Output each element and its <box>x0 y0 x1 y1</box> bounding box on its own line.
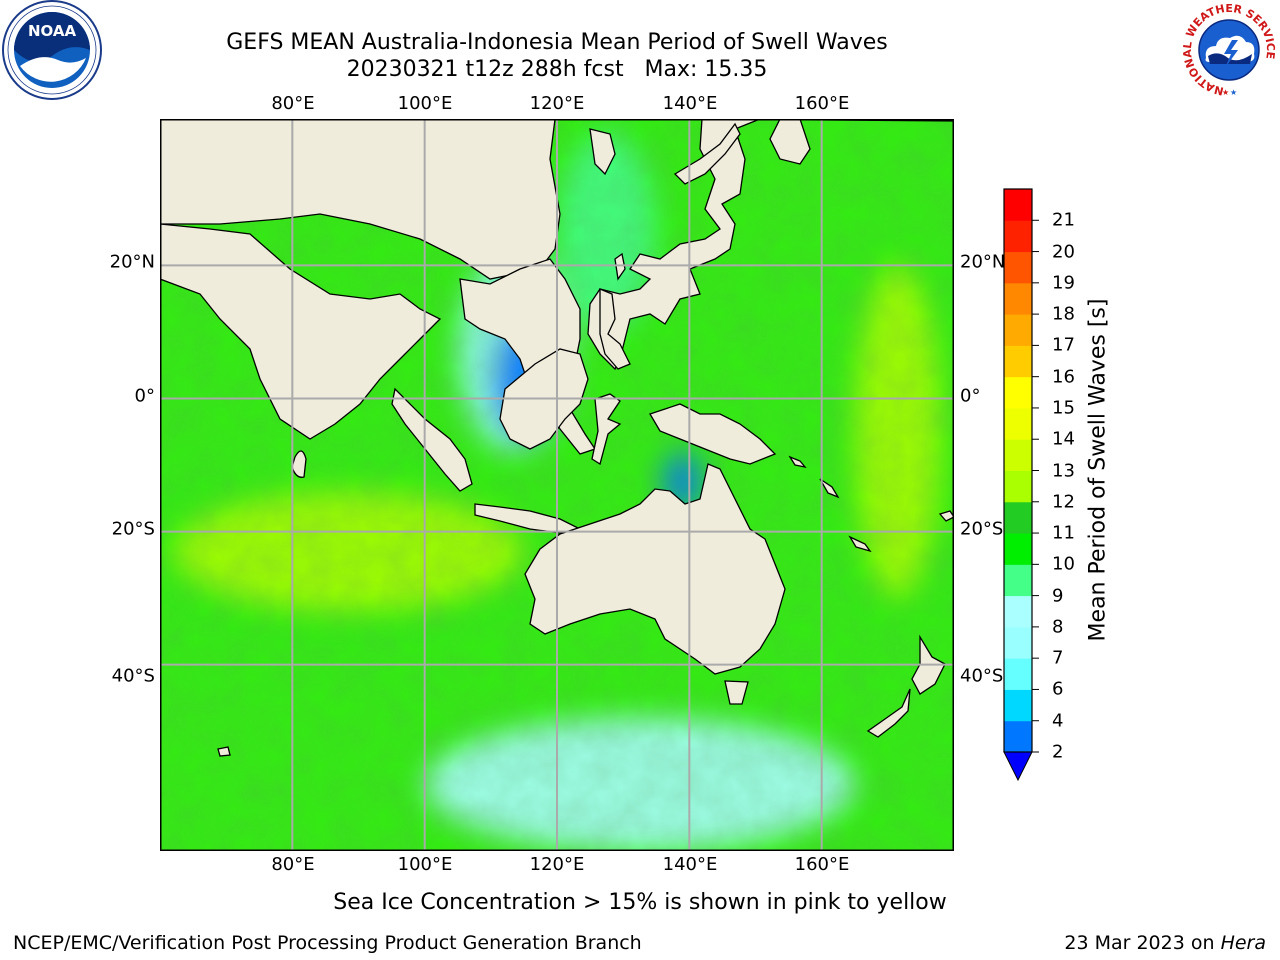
chart-title: GEFS MEAN Australia-Indonesia Mean Perio… <box>226 30 888 55</box>
colorbar-label: 14 <box>1052 428 1075 450</box>
colorbar-block <box>1004 626 1032 659</box>
lon-tick-bottom: 100°E <box>397 854 453 875</box>
colorbar-block <box>1004 658 1032 690</box>
colorbar-label: 7 <box>1052 647 1064 669</box>
graticule <box>160 119 954 851</box>
colorbar-block <box>1004 720 1032 753</box>
colorbar-label: 13 <box>1052 460 1075 481</box>
credit-host: Hera <box>1220 932 1266 954</box>
lon-tick-top: 80°E <box>271 93 315 114</box>
lon-tick-bottom: 80°E <box>271 854 315 875</box>
colorbar-label: 2 <box>1052 741 1064 763</box>
credit-right: 23 Mar 2023 on Hera <box>1064 932 1266 954</box>
lat-tick-left: 20°S <box>111 518 155 540</box>
lat-tick-left: 20°N <box>109 251 155 273</box>
colorbar-label: 20 <box>1052 241 1075 263</box>
noaa-seal-icon: NOAA <box>2 0 102 100</box>
colorbar-label: 21 <box>1052 209 1075 231</box>
lon-tick-bottom: 160°E <box>794 854 850 875</box>
lat-tick-left: 40°S <box>111 665 155 687</box>
colorbar-block <box>1004 282 1032 315</box>
colorbar-block <box>1004 407 1032 440</box>
lon-tick-top: 100°E <box>397 93 453 114</box>
colorbar-label: 19 <box>1052 272 1075 294</box>
colorbar-block <box>1004 376 1032 409</box>
lon-tick-top: 140°E <box>662 93 718 114</box>
colorbar-block <box>1004 220 1032 253</box>
land-masses <box>160 119 954 757</box>
colorbar-block <box>1004 439 1032 471</box>
credit-left: NCEP/EMC/Verification Post Processing Pr… <box>13 932 642 954</box>
colorbar-label: 18 <box>1052 303 1075 325</box>
colorbar-label: 4 <box>1052 710 1064 732</box>
svg-text:★: ★ <box>1230 88 1237 97</box>
lat-tick-right: 20°S <box>960 518 1004 540</box>
colorbar-block <box>1004 689 1032 722</box>
lon-tick-bottom: 140°E <box>662 854 718 875</box>
colorbar-title: Mean Period of Swell Waves [s] <box>1085 298 1111 642</box>
lat-tick-right: 20°N <box>960 251 1006 273</box>
lat-tick-left: 0° <box>134 385 155 407</box>
swell-period-map <box>160 119 954 851</box>
lat-tick-right: 40°S <box>960 665 1004 687</box>
colorbar-label: 17 <box>1052 334 1075 356</box>
colorbar-label: 11 <box>1052 522 1075 544</box>
colorbar-underflow-triangle <box>1003 751 1033 782</box>
colorbar-label: 15 <box>1052 397 1075 419</box>
colorbar-block <box>1004 533 1032 565</box>
colorbar-label: 6 <box>1052 678 1064 700</box>
colorbar-block <box>1004 595 1032 628</box>
colorbar-block <box>1004 345 1032 378</box>
colorbar-block <box>1004 251 1032 284</box>
nws-seal-icon: NATIONAL WEATHER SERVICE ★ ★ <box>1181 2 1277 98</box>
lon-tick-top: 120°E <box>529 93 585 114</box>
colorbar-label: 12 <box>1052 491 1075 513</box>
chart-subtitle: 20230321 t12z 288h fcst Max: 15.35 <box>346 57 768 82</box>
colorbar <box>1003 188 1039 782</box>
colorbar-label: 10 <box>1052 553 1075 575</box>
colorbar-block <box>1004 564 1032 597</box>
colorbar-label: 9 <box>1052 585 1064 607</box>
sea-ice-note: Sea Ice Concentration > 15% is shown in … <box>333 890 947 915</box>
colorbar-label: 8 <box>1052 616 1064 638</box>
colorbar-block <box>1004 189 1032 221</box>
colorbar-block <box>1004 501 1032 534</box>
lon-tick-bottom: 120°E <box>529 854 585 875</box>
colorbar-block <box>1004 314 1032 346</box>
noaa-logo-text: NOAA <box>28 22 77 40</box>
svg-text:★: ★ <box>1222 88 1229 97</box>
colorbar-label: 16 <box>1052 366 1075 388</box>
lat-tick-right: 0° <box>960 385 981 407</box>
lon-tick-top: 160°E <box>794 93 850 114</box>
credit-date: 23 Mar 2023 on <box>1064 932 1221 954</box>
colorbar-block <box>1004 470 1032 503</box>
